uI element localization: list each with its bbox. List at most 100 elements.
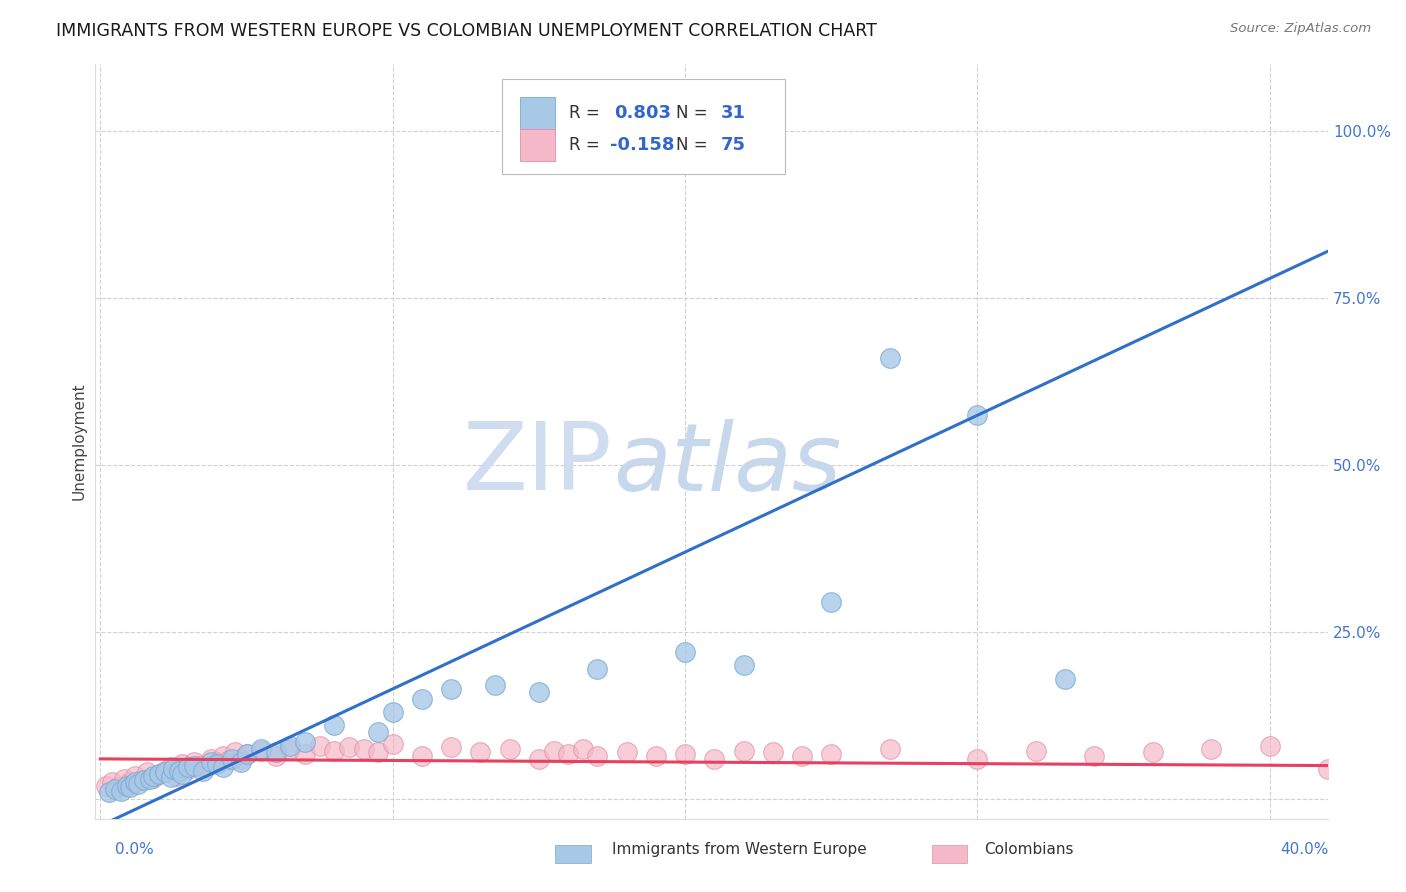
Point [250,744,273,758]
Text: R =: R = [569,104,606,122]
Point [162,762,184,776]
Point [221,752,243,766]
Text: 0.803: 0.803 [614,104,671,122]
Point [470,745,492,759]
Point [498,742,520,756]
Point [235,747,257,761]
Point [527,685,550,699]
Point [337,739,360,754]
Point [586,748,609,763]
Point [673,747,696,761]
Point [294,747,316,761]
Point [280,739,302,753]
Point [98,785,121,799]
Point [966,752,988,766]
FancyBboxPatch shape [502,79,786,174]
Point [1258,739,1281,753]
Point [411,691,433,706]
Point [264,748,287,763]
Text: 40.0%: 40.0% [1281,842,1329,856]
Point [1142,745,1164,759]
Point [733,744,755,758]
Point [153,765,176,780]
Point [148,766,170,780]
Text: 31: 31 [721,104,747,122]
Point [207,756,229,770]
Point [136,765,159,780]
Text: Immigrants from Western Europe: Immigrants from Western Europe [612,842,866,856]
Point [1317,762,1340,776]
Point [207,757,229,772]
Point [165,768,187,782]
Point [703,752,725,766]
Point [148,766,170,780]
Point [194,760,217,774]
Point [879,742,901,756]
Text: N =: N = [675,136,713,153]
Point [177,762,200,776]
Point [323,744,346,758]
Point [820,595,842,609]
Point [644,748,666,763]
Point [673,645,696,659]
Point [124,775,146,789]
Point [820,747,842,761]
FancyBboxPatch shape [520,97,555,129]
Point [440,739,463,754]
Point [411,748,433,763]
Text: N =: N = [675,104,713,122]
Point [118,775,141,789]
Point [172,757,194,772]
Point [224,745,246,759]
Point [1083,748,1105,763]
Point [484,678,506,692]
Point [250,742,273,756]
Point [353,742,375,756]
Point [127,777,149,791]
Point [183,758,205,772]
Point [115,779,138,793]
Point [104,781,127,796]
Point [1199,742,1222,756]
Text: IMMIGRANTS FROM WESTERN EUROPE VS COLOMBIAN UNEMPLOYMENT CORRELATION CHART: IMMIGRANTS FROM WESTERN EUROPE VS COLOMB… [56,22,877,40]
Point [134,773,156,788]
Point [879,351,901,365]
Point [110,784,132,798]
Point [294,735,316,749]
Point [229,752,252,766]
Text: 75: 75 [721,136,747,153]
Point [169,764,191,778]
Point [586,662,609,676]
Point [96,779,118,793]
Point [527,752,550,766]
Point [1025,744,1047,758]
Point [235,747,257,761]
Point [367,725,389,739]
Point [264,745,287,759]
Point [200,756,222,770]
Point [172,766,194,780]
Point [212,760,235,774]
Point [280,742,302,756]
Point [616,745,638,759]
Text: ZIP: ZIP [463,418,613,510]
Point [101,775,124,789]
Point [159,760,181,774]
Point [188,758,211,772]
Text: Colombians: Colombians [984,842,1074,856]
Point [381,705,404,719]
Text: Source: ZipAtlas.com: Source: ZipAtlas.com [1230,22,1371,36]
Point [107,780,129,794]
Text: R =: R = [569,136,606,153]
Y-axis label: Unemployment: Unemployment [72,383,86,500]
Point [183,756,205,770]
Point [308,739,330,753]
Point [966,408,988,422]
Point [762,745,785,759]
Point [177,760,200,774]
Point [159,770,181,784]
Point [733,658,755,673]
Point [131,773,153,788]
Point [543,744,565,758]
Point [571,742,593,756]
